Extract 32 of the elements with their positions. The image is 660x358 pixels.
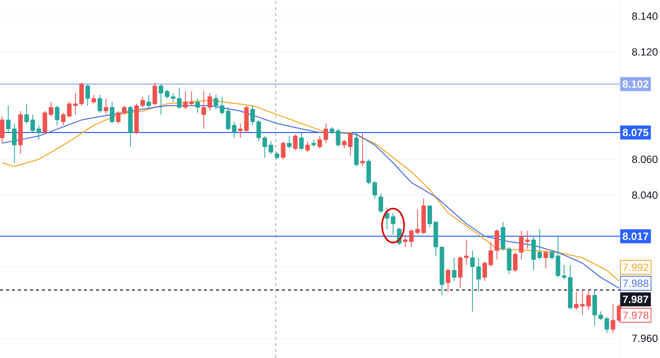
candlestick	[360, 132, 365, 167]
ref-line-label: 7.987	[622, 296, 648, 304]
candlestick	[293, 134, 298, 151]
candlestick	[299, 132, 304, 151]
candlestick	[195, 98, 200, 114]
candlestick	[146, 94, 152, 108]
candlestick	[54, 105, 60, 126]
text: 7.988	[623, 280, 648, 288]
candlestick	[378, 192, 384, 214]
y-tick-label: 8.060	[632, 156, 658, 164]
y-tick-label: 8.120	[632, 48, 658, 56]
text: 7.978	[623, 312, 648, 320]
candlestick	[85, 84, 90, 106]
y-tick-label: 8.040	[632, 191, 658, 199]
ref-line-label: 8.075	[622, 128, 648, 136]
y-tick-label: 8.140	[632, 12, 658, 20]
candlestick	[305, 141, 310, 153]
candlestick	[544, 250, 548, 269]
candlestick	[110, 102, 114, 124]
ref-line-label: 8.102	[622, 80, 648, 88]
candlestick	[152, 82, 158, 106]
candlestick	[104, 98, 108, 115]
candlestick	[286, 136, 292, 149]
y-tick-label: 7.960	[632, 334, 658, 342]
candlestick	[0, 116, 4, 144]
text: 7.992	[623, 264, 648, 272]
candlestick	[446, 268, 450, 292]
candlestick	[512, 252, 518, 272]
ref-line-label: 8.017	[622, 232, 648, 240]
candlestick	[98, 94, 102, 114]
candlestick	[452, 257, 456, 282]
candlestick	[280, 141, 286, 160]
